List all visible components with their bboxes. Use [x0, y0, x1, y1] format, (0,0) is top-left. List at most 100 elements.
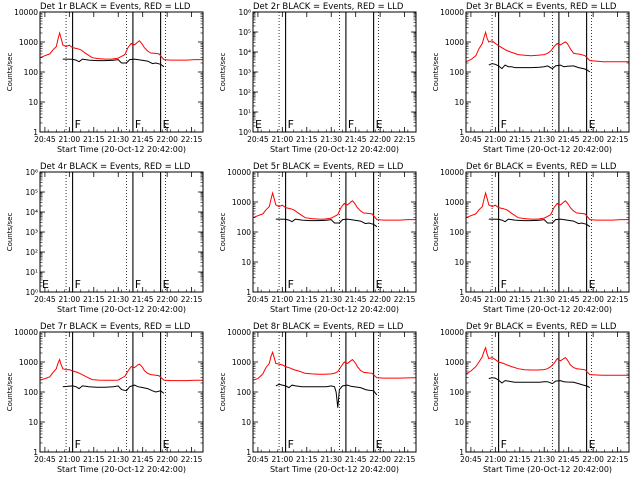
series-line-red	[252, 350, 417, 381]
x-tick-label: 20:45	[460, 455, 482, 464]
series-line-black	[62, 58, 165, 68]
chart-title: Det 2r BLACK = Events, RED = LLD	[253, 2, 404, 12]
x-tick-label: 20:45	[247, 135, 269, 144]
annotation-label: F	[288, 278, 294, 291]
series-line-black	[488, 218, 591, 228]
x-tick-label: 22:15	[394, 455, 416, 464]
y-tick-label: 10000	[440, 328, 464, 337]
y-axis-label: Counts/sec	[6, 53, 14, 92]
annotation-label: E	[589, 278, 596, 291]
annotation-label: F	[135, 278, 141, 291]
y-axis-label: Counts/sec	[432, 373, 440, 412]
annotation-label: E	[163, 438, 170, 451]
series-line-red	[465, 30, 629, 63]
x-tick-label: 21:00	[272, 295, 294, 304]
x-axis-label: Start Time (20-Oct-12 20:42:00)	[483, 305, 612, 314]
annotation-label: F	[288, 118, 294, 131]
y-tick-label: 100	[450, 388, 465, 397]
series-line-red	[465, 346, 629, 376]
y-tick-label: 10000	[14, 328, 38, 337]
x-axis-label: Start Time (20-Oct-12 20:42:00)	[270, 305, 399, 314]
annotation-label: E	[42, 278, 49, 291]
x-tick-label: 21:15	[83, 135, 105, 144]
annotation-label: E	[589, 118, 596, 131]
annotation-label: F	[75, 438, 81, 451]
chart-title: Det 1r BLACK = Events, RED = LLD	[40, 2, 191, 12]
chart-title: Det 9r BLACK = Events, RED = LLD	[466, 322, 617, 332]
x-tick-label: 21:30	[320, 135, 342, 144]
x-tick-label: 22:00	[369, 135, 391, 144]
x-tick-label: 21:30	[107, 455, 129, 464]
series-line-black	[488, 377, 591, 389]
y-tick-label: 10⁰	[238, 128, 251, 137]
chart-panel: Det 8r BLACK = Events, RED = LLD Counts/s…	[219, 322, 417, 474]
annotation-label: E	[376, 438, 383, 451]
y-axis-label: Counts/sec	[6, 373, 14, 412]
x-tick-label: 21:00	[485, 455, 507, 464]
y-tick-label: 10	[28, 98, 38, 107]
y-tick-label: 10⁰	[25, 288, 38, 297]
annotation-label: F	[135, 118, 141, 131]
y-tick-label: 10000	[14, 8, 38, 17]
y-tick-label: 10	[454, 418, 464, 427]
y-tick-label: 10⁶	[238, 8, 251, 17]
y-tick-label: 100	[237, 228, 252, 237]
x-axis-label: Start Time (20-Oct-12 20:42:00)	[57, 465, 186, 474]
y-tick-label: 100	[237, 388, 252, 397]
chart-title: Det 3r BLACK = Events, RED = LLD	[466, 2, 617, 12]
annotation-label: E	[376, 118, 383, 131]
y-tick-label: 10³	[238, 68, 251, 77]
x-tick-label: 22:00	[369, 455, 391, 464]
y-tick-label: 1000	[232, 358, 251, 367]
y-tick-label: 1	[33, 448, 38, 457]
x-tick-label: 22:15	[181, 295, 203, 304]
chart-panel: Det 4r BLACK = Events, RED = LLD Counts/s…	[6, 162, 204, 314]
annotation-label: E	[255, 118, 262, 131]
y-tick-label: 1	[459, 288, 464, 297]
plot-frame	[465, 171, 630, 293]
plot-frame	[252, 11, 417, 133]
chart-title: Det 6r BLACK = Events, RED = LLD	[466, 162, 617, 172]
series-line-black	[62, 384, 165, 394]
plot-frame	[39, 11, 204, 133]
y-tick-label: 100	[450, 68, 465, 77]
y-tick-label: 10⁴	[238, 48, 251, 57]
x-tick-label: 21:15	[296, 455, 318, 464]
x-tick-label: 21:15	[509, 135, 531, 144]
x-tick-label: 21:00	[485, 295, 507, 304]
x-tick-label: 21:00	[59, 455, 81, 464]
x-tick-label: 21:00	[272, 455, 294, 464]
chart-panel: Det 3r BLACK = Events, RED = LLD Counts/s…	[432, 2, 630, 154]
x-tick-label: 21:45	[558, 295, 580, 304]
x-tick-label: 22:15	[607, 135, 629, 144]
annotation-label: F	[75, 278, 81, 291]
x-tick-label: 20:45	[34, 455, 56, 464]
x-tick-label: 21:30	[533, 295, 555, 304]
chart-title: Det 8r BLACK = Events, RED = LLD	[253, 322, 404, 332]
y-tick-label: 100	[450, 228, 465, 237]
annotation-label: F	[75, 118, 81, 131]
chart-title: Det 4r BLACK = Events, RED = LLD	[40, 162, 191, 172]
y-tick-label: 10¹	[238, 108, 251, 117]
x-axis-label: Start Time (20-Oct-12 20:42:00)	[270, 465, 399, 474]
y-axis-label: Counts/sec	[6, 213, 14, 252]
chart-panel: Det 5r BLACK = Events, RED = LLD Counts/s…	[219, 162, 417, 314]
plot-frame	[252, 331, 417, 453]
y-tick-label: 10	[454, 98, 464, 107]
annotation-label: F	[348, 118, 354, 131]
y-tick-label: 10³	[25, 228, 38, 237]
chart-panel: Det 7r BLACK = Events, RED = LLD Counts/s…	[6, 322, 204, 474]
y-tick-label: 10000	[227, 168, 251, 177]
plot-frame	[39, 331, 204, 453]
y-tick-label: 10	[28, 418, 38, 427]
annotation-label: F	[501, 278, 507, 291]
x-tick-label: 20:45	[34, 295, 56, 304]
x-tick-label: 22:15	[394, 135, 416, 144]
series-line-red	[465, 191, 629, 221]
y-tick-label: 1	[459, 448, 464, 457]
y-tick-label: 1000	[445, 198, 464, 207]
y-tick-label: 1000	[232, 198, 251, 207]
x-tick-label: 21:15	[296, 295, 318, 304]
y-tick-label: 10000	[440, 168, 464, 177]
